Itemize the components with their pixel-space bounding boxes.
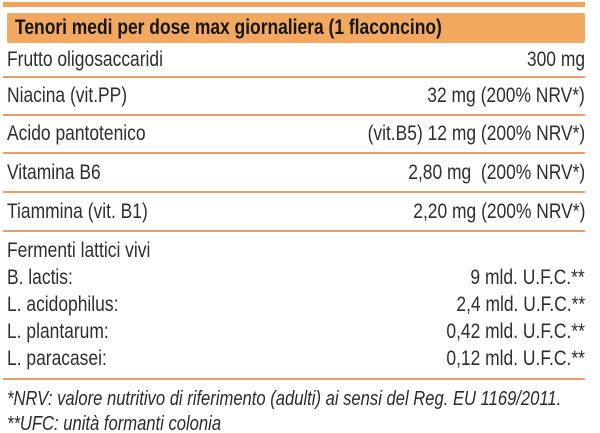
list-item: B. lactis: 9 mld. U.F.C.**	[7, 264, 585, 291]
ferment-value: 0,12 mld. U.F.C.**	[446, 346, 585, 370]
footnote-nrv: *NRV: valore nutritivo di riferimento (a…	[7, 388, 562, 410]
nutrient-value: 32 mg (200% NRV*)	[427, 84, 585, 107]
ferment-label: L. plantarum:	[7, 319, 109, 343]
ferments-heading-line: Fermenti lattici vivi	[7, 237, 585, 264]
ferment-label: L. paracasei:	[7, 346, 107, 370]
table-row: Tiammina (vit. B1) 2,20 mg (200% NRV*)	[3, 193, 585, 232]
ferments-heading: Fermenti lattici vivi	[7, 238, 151, 262]
ferment-value: 0,42 mld. U.F.C.**	[446, 319, 585, 343]
nutrient-value: 2,20 mg (200% NRV*)	[412, 199, 585, 223]
table-row: Niacina (vit.PP) 32 mg (200% NRV*)	[3, 78, 585, 116]
nutrient-value: (vit.B5) 12 mg (200% NRV*)	[367, 122, 585, 145]
footnotes: *NRV: valore nutritivo di riferimento (a…	[3, 380, 585, 433]
ferment-value: 2,4 mld. U.F.C.**	[456, 292, 585, 316]
footnote-ufc: **UFC: unità formanti colonia	[7, 413, 222, 433]
nutrient-label: Vitamina B6	[7, 160, 101, 184]
nutrient-label: Tiammina (vit. B1)	[7, 199, 148, 223]
nutrient-value: 300 mg	[526, 47, 585, 71]
top-orange-rule	[3, 2, 585, 7]
table-row: Frutto oligosaccaridi 300 mg	[3, 43, 585, 78]
nutrient-label: Frutto oligosaccaridi	[7, 47, 163, 71]
ferment-label: B. lactis:	[7, 265, 73, 289]
ferments-section: Fermenti lattici vivi B. lactis: 9 mld. …	[3, 232, 585, 380]
list-item: L. paracasei: 0,12 mld. U.F.C.**	[7, 345, 585, 372]
ferment-value: 9 mld. U.F.C.**	[470, 265, 585, 289]
nutrient-label: Acido pantotenico	[7, 122, 146, 145]
table-title: Tenori medi per dose max giornaliera (1 …	[15, 16, 442, 39]
nutrient-rows: Frutto oligosaccaridi 300 mg Niacina (vi…	[3, 43, 585, 433]
ferment-label: L. acidophilus:	[7, 292, 119, 316]
list-item: L. plantarum: 0,42 mld. U.F.C.**	[7, 318, 585, 345]
table-header: Tenori medi per dose max giornaliera (1 …	[7, 13, 585, 43]
list-item: L. acidophilus: 2,4 mld. U.F.C.**	[7, 291, 585, 318]
nutrient-value: 2,80 mg (200% NRV*)	[408, 160, 585, 184]
nutrient-label: Niacina (vit.PP)	[7, 84, 128, 107]
table-row: Vitamina B6 2,80 mg (200% NRV*)	[3, 154, 585, 193]
table-row: Acido pantotenico (vit.B5) 12 mg (200% N…	[3, 116, 585, 154]
